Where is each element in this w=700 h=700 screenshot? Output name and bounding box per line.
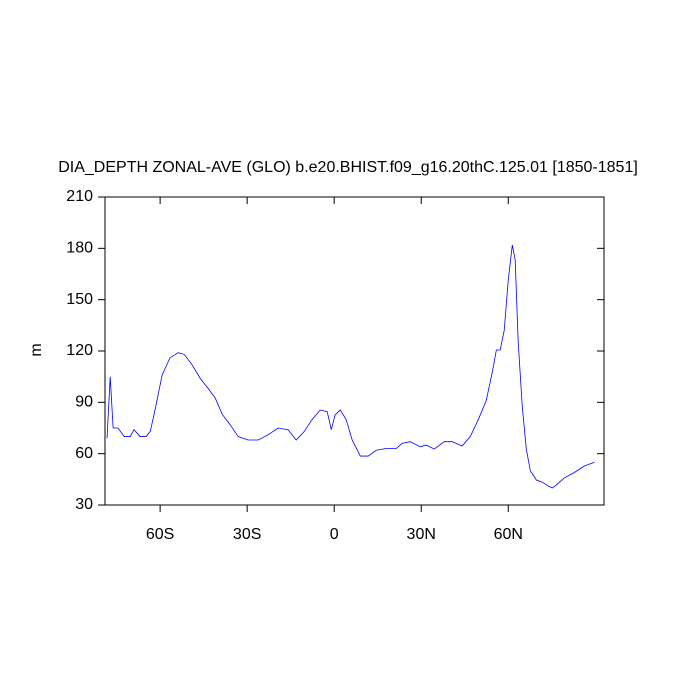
- y-tick-label: 180: [66, 240, 93, 257]
- data-line: [106, 244, 595, 489]
- plot-frame: [104, 196, 605, 506]
- x-tick-label: 0: [330, 526, 339, 543]
- y-tick-label: 210: [66, 188, 93, 205]
- x-tick-label: 30S: [233, 526, 261, 543]
- x-tick-label: 30N: [407, 526, 436, 543]
- y-tick-label: 120: [66, 342, 93, 359]
- x-tick-label: 60N: [494, 526, 523, 543]
- y-tick-label: 60: [75, 445, 93, 462]
- chart-title: DIA_DEPTH ZONAL-AVE (GLO) b.e20.BHIST.f0…: [58, 159, 638, 176]
- y-tick-label: 150: [66, 291, 93, 308]
- x-tick-label: 60S: [146, 526, 174, 543]
- y-tick-label: 90: [75, 394, 93, 411]
- y-tick-label: 30: [75, 496, 93, 513]
- y-axis-label: m: [28, 343, 45, 356]
